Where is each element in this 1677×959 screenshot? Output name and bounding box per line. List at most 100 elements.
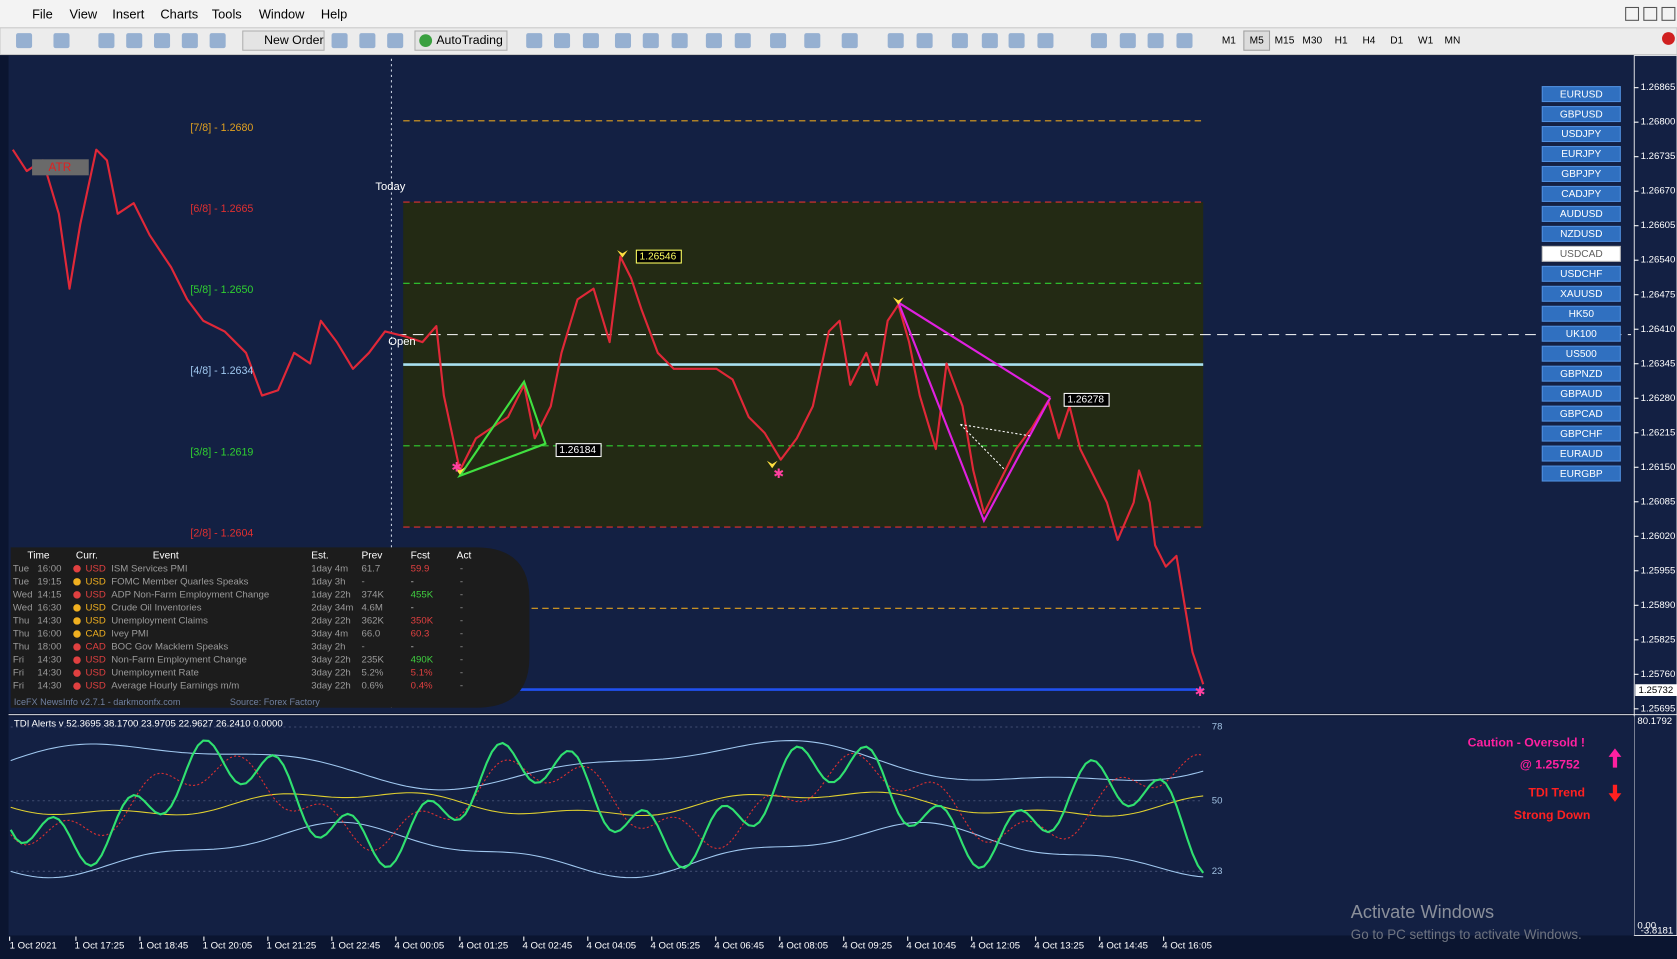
tool-icon[interactable] [804, 33, 821, 49]
tool-icon[interactable] [951, 33, 968, 49]
tool-icon[interactable] [1119, 33, 1136, 49]
symbol-button[interactable] [1541, 285, 1621, 302]
menu-item[interactable]: Help [321, 6, 347, 21]
symbol-label: GBPCAD [1560, 409, 1603, 420]
alert-up-arrow [1608, 748, 1622, 768]
menu-item[interactable]: Charts [160, 6, 198, 21]
symbol-button[interactable] [1541, 345, 1621, 362]
menu-item[interactable]: Insert [112, 6, 145, 21]
tool-icon[interactable] [1147, 33, 1164, 49]
pattern-green [457, 379, 547, 478]
news-cell: 455K [411, 589, 434, 600]
tool-icon[interactable] [671, 33, 688, 49]
window-control[interactable] [1661, 6, 1676, 21]
tool-icon[interactable] [209, 33, 226, 49]
news-cell: 350K [411, 615, 434, 626]
tool-icon[interactable] [734, 33, 751, 49]
news-cell: BOC Gov Macklem Speaks [111, 642, 228, 653]
timeframe[interactable]: M15 [1275, 35, 1295, 46]
tool-icon[interactable] [181, 33, 198, 49]
timeframe[interactable]: D1 [1390, 35, 1403, 46]
indicator-header: TDI Alerts v 52.3695 38.1700 23.9705 22.… [14, 718, 283, 729]
news-cell: USD [86, 589, 106, 600]
symbol-button[interactable] [1541, 145, 1621, 163]
tool-icon[interactable] [981, 33, 998, 49]
button-new-order[interactable] [242, 30, 325, 51]
tool-icon[interactable] [1176, 33, 1193, 49]
tool-icon[interactable] [16, 33, 33, 49]
tool-icon[interactable] [1008, 33, 1025, 49]
news-header: Act [457, 551, 472, 562]
timeframe[interactable]: M5 [1250, 35, 1264, 46]
symbol-button[interactable] [1541, 465, 1621, 482]
news-cell: Thu [13, 615, 30, 626]
symbol-button[interactable] [1541, 445, 1621, 462]
symbol-button[interactable] [1541, 425, 1621, 442]
news-cell: - [411, 642, 414, 653]
time-label: 4 Oct 12:05 [970, 941, 1020, 952]
news-cell: - [361, 642, 364, 653]
tool-icon[interactable] [1037, 33, 1054, 49]
tool-icon[interactable] [331, 33, 348, 49]
time-label: 4 Oct 13:25 [1034, 941, 1084, 952]
tool-icon[interactable] [705, 33, 722, 49]
tool-icon[interactable] [359, 33, 376, 49]
menu-item[interactable]: File [32, 6, 53, 21]
timeframe[interactable]: MN [1445, 35, 1461, 46]
price-path [11, 148, 1205, 685]
window-control[interactable] [1643, 6, 1658, 21]
tool-icon[interactable] [387, 33, 404, 49]
tool-icon[interactable] [53, 33, 70, 49]
symbol-button[interactable] [1541, 106, 1621, 123]
tool-icon[interactable] [770, 33, 787, 49]
tool-icon[interactable] [126, 33, 143, 49]
news-cell: 59.9 [411, 563, 430, 574]
news-panel [10, 547, 530, 708]
level-label: [5/8] - 1.2650 [190, 284, 253, 296]
tool-icon[interactable] [526, 33, 543, 49]
news-header: Fcst [411, 551, 430, 562]
symbol-button[interactable] [1541, 305, 1621, 322]
tool-icon[interactable] [582, 33, 599, 49]
star-marker: ✱ [1195, 684, 1206, 699]
timeframe[interactable]: H1 [1335, 35, 1348, 46]
menu-item[interactable]: Tools [212, 6, 242, 21]
symbol-button[interactable] [1541, 325, 1621, 342]
symbol-button[interactable] [1541, 126, 1621, 143]
tool-icon[interactable] [916, 33, 933, 49]
timeframe[interactable]: H4 [1362, 35, 1375, 46]
timeframe[interactable]: W1 [1418, 35, 1434, 46]
symbol-button[interactable] [1541, 265, 1621, 282]
timeframe[interactable]: M30 [1302, 35, 1322, 46]
tool-icon[interactable] [554, 33, 571, 49]
menu-item[interactable]: View [70, 6, 98, 21]
tool-icon[interactable] [642, 33, 659, 49]
news-cell: - [460, 668, 463, 679]
timeframe[interactable]: M1 [1222, 35, 1236, 46]
menu-item[interactable]: Window [259, 6, 305, 21]
symbol-button[interactable] [1541, 205, 1621, 222]
tool-icon[interactable] [154, 33, 171, 49]
symbol-button[interactable] [1541, 165, 1621, 182]
symbol-button[interactable] [1541, 405, 1621, 422]
tool-icon[interactable] [614, 33, 632, 49]
window-control[interactable] [1625, 6, 1640, 21]
tool-icon[interactable] [887, 33, 904, 49]
symbol-button[interactable] [1541, 225, 1621, 242]
symbol-button[interactable] [1541, 245, 1621, 262]
symbol-label: GBPJPY [1561, 169, 1601, 180]
tool-icon[interactable] [98, 33, 115, 49]
symbol-button[interactable] [1541, 86, 1621, 103]
indicator-level-label: 23 [1212, 866, 1223, 877]
symbol-button[interactable] [1541, 385, 1621, 402]
symbol-button[interactable] [1541, 365, 1621, 382]
symbol-button[interactable] [1541, 185, 1621, 202]
tool-icon[interactable] [1090, 33, 1107, 49]
news-cell: Fri [13, 681, 24, 692]
news-cell: 18:00 [37, 642, 61, 653]
button-autotrading[interactable] [414, 30, 508, 51]
tool-icon[interactable] [841, 33, 858, 49]
star-marker: ✱ [773, 466, 784, 481]
